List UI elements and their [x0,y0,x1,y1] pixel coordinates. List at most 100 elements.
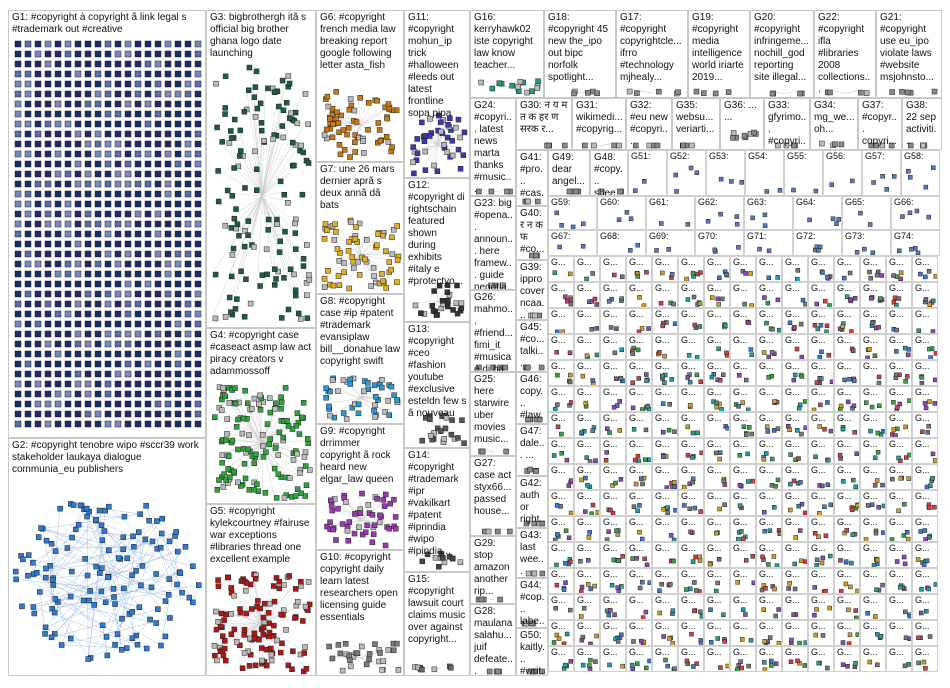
small-cluster-label: G... [837,335,852,345]
node [634,556,639,561]
cluster-label: G35: websu... veriarti... [676,100,717,135]
cluster-g28-nodes [486,668,502,675]
node [619,274,625,280]
edge [261,442,285,476]
small-cluster-nodes [891,295,902,307]
node [102,599,109,605]
node [154,130,162,138]
node [174,180,182,188]
node [875,450,881,455]
node [154,50,162,58]
node [164,150,172,158]
node [346,239,352,245]
node [228,585,234,591]
node [54,50,62,58]
node [857,89,864,96]
node [740,400,745,405]
small-cluster: G... [860,490,886,516]
small-cluster-nodes [722,322,728,330]
node [272,445,279,451]
node [34,50,42,58]
node [111,594,117,600]
small-cluster: G57: [862,150,901,196]
node [684,587,689,592]
node [453,124,459,131]
node [184,160,192,168]
node [221,645,228,652]
node [34,150,42,158]
node [762,295,767,300]
small-cluster-label: G... [707,387,722,397]
edge [120,536,134,560]
small-cluster-label: G... [837,309,852,319]
small-cluster: G... [600,620,626,646]
edge [217,622,263,624]
node [226,294,233,301]
node [84,360,92,368]
node [760,554,765,560]
node [375,231,381,237]
node [822,504,827,509]
small-cluster: G... [626,594,652,620]
node [84,60,92,68]
node [343,499,349,505]
small-cluster-nodes [812,605,832,618]
small-cluster: G... [626,386,652,412]
node [252,148,258,155]
node [14,90,22,98]
node [568,301,573,307]
edge [360,100,367,126]
node [84,310,92,318]
node [144,330,152,338]
node [154,160,162,168]
node [194,230,202,238]
node [816,248,821,253]
node [114,280,122,288]
small-cluster-label: G60: [600,197,620,207]
node [766,354,771,359]
node [154,150,162,158]
node [268,651,275,658]
node [665,505,670,510]
node [54,410,62,418]
node [765,300,771,306]
node [14,300,22,308]
node [54,300,62,308]
node [330,526,336,533]
node [94,120,102,128]
node [372,414,379,420]
node [194,400,202,408]
node [281,582,287,588]
node [24,280,32,288]
node [321,132,328,138]
node [799,354,805,359]
node [42,624,49,631]
node [800,297,806,303]
node [874,478,880,483]
edge [145,505,194,567]
node [74,110,82,118]
node [608,507,613,513]
small-cluster-nodes [849,346,856,353]
node [797,402,803,408]
node [74,180,82,188]
small-cluster: G... [652,594,678,620]
node [64,50,72,58]
node [341,260,347,266]
small-cluster-label: G... [811,283,826,293]
small-cluster: G... [860,516,886,542]
small-cluster-label: G... [603,283,618,293]
node [689,142,695,149]
small-cluster: G... [600,412,626,438]
small-cluster: G... [652,308,678,334]
small-cluster-label: G... [811,517,826,527]
node [867,659,873,665]
node [874,557,880,563]
node [43,574,49,581]
node [837,326,843,331]
node [164,360,172,368]
cluster-g31: G31: wikimedi... #copyrig... [572,98,626,150]
node [635,347,641,353]
edge [360,98,375,126]
edge [261,195,294,294]
